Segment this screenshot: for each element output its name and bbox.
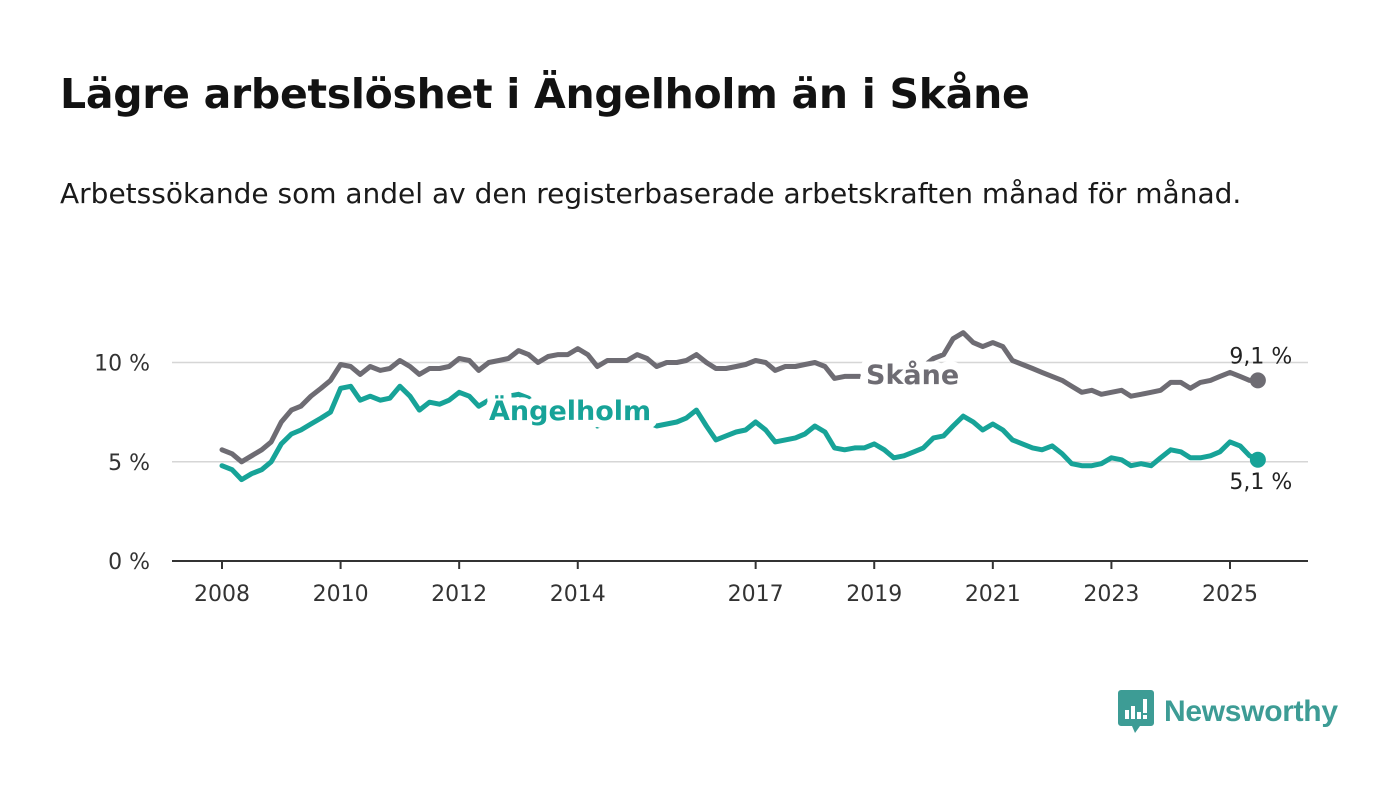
x-tick-label: 2014 bbox=[550, 582, 606, 607]
series-end-label: 9,1 % bbox=[1229, 344, 1292, 369]
series-lines bbox=[219, 330, 1266, 483]
x-tick-label: 2023 bbox=[1083, 582, 1139, 607]
y-tick-label: 10 % bbox=[94, 352, 150, 377]
bar-chart-icon bbox=[1118, 690, 1154, 733]
x-tick-label: 2019 bbox=[846, 582, 902, 607]
y-tick-label: 0 % bbox=[108, 550, 150, 575]
x-tick-label: 2017 bbox=[728, 582, 784, 607]
series-line-angelholm bbox=[219, 383, 1261, 483]
series-label-skane: Skåne bbox=[866, 359, 959, 391]
series-end-point bbox=[1249, 451, 1266, 468]
x-tick-label: 2021 bbox=[965, 582, 1021, 607]
series-line-skane bbox=[219, 330, 1261, 465]
x-tick-label: 2008 bbox=[194, 582, 250, 607]
series-label-angelholm: Ängelholm bbox=[489, 395, 651, 427]
newsworthy-logo: Newsworthy bbox=[1118, 690, 1338, 734]
series-labels: 9,1 % 5,1 % Skåne Ängelholm bbox=[481, 344, 1292, 495]
x-tick-label: 2012 bbox=[431, 582, 487, 607]
y-tick-label: 5 % bbox=[108, 451, 150, 476]
series-end-label: 5,1 % bbox=[1229, 470, 1292, 495]
axes: 0 % 5 % 10 % 2008 2010 2012 2014 2017 2019 2021 20… bbox=[94, 352, 1308, 607]
series-end-point bbox=[1249, 372, 1266, 389]
gridlines bbox=[172, 361, 1308, 463]
brand-name: Newsworthy bbox=[1164, 695, 1338, 728]
x-tick-label: 2010 bbox=[313, 582, 369, 607]
x-tick-label: 2025 bbox=[1202, 582, 1258, 607]
page-title: Lägre arbetslöshet i Ängelholm än i Skån… bbox=[60, 70, 1030, 118]
chart-subtitle: Arbetssökande som andel av den registerb… bbox=[60, 177, 1242, 210]
